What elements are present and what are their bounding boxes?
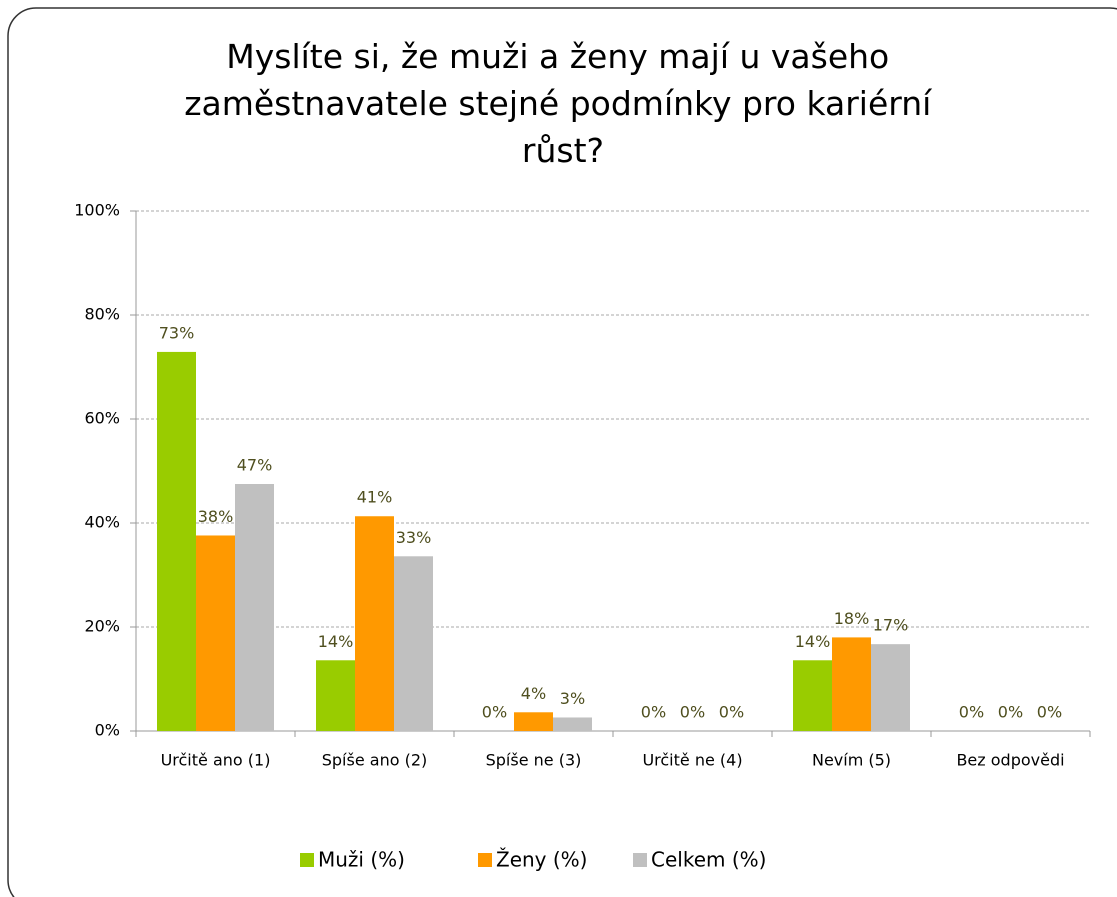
- bar: [196, 535, 235, 731]
- value-label: 0%: [1037, 703, 1062, 722]
- bar: [871, 644, 910, 731]
- value-label: 0%: [641, 703, 666, 722]
- bar: [514, 712, 553, 731]
- y-tick-label: 20%: [84, 617, 120, 636]
- chart-title: Myslíte si, že muži a ženy mají u vašeho…: [184, 37, 942, 170]
- value-label: 4%: [521, 684, 546, 703]
- legend-label: Muži (%): [318, 848, 405, 872]
- title-line: Myslíte si, že muži a ženy mají u vašeho: [226, 37, 889, 76]
- title-line: růst?: [522, 131, 604, 170]
- value-label: 33%: [396, 528, 432, 547]
- value-label: 0%: [719, 703, 744, 722]
- value-label: 38%: [198, 507, 234, 526]
- bar: [355, 516, 394, 731]
- value-label: 0%: [482, 703, 507, 722]
- bar: [394, 556, 433, 731]
- y-tick-label: 80%: [84, 305, 120, 324]
- y-tick-label: 60%: [84, 409, 120, 428]
- value-label: 14%: [318, 632, 354, 651]
- legend-swatch: [478, 853, 492, 867]
- value-label: 18%: [834, 609, 870, 628]
- x-tick-label: Nevím (5): [812, 751, 891, 770]
- bar: [832, 637, 871, 731]
- value-label: 0%: [680, 703, 705, 722]
- value-label: 14%: [795, 632, 831, 651]
- y-tick-label: 40%: [84, 513, 120, 532]
- value-label: 73%: [159, 323, 195, 342]
- x-tick-label: Spíše ano (2): [322, 751, 428, 770]
- x-tick-label: Určitě ne (4): [642, 751, 742, 770]
- legend-label: Celkem (%): [651, 848, 766, 872]
- x-tick-label: Bez odpovědi: [956, 751, 1064, 770]
- legend-swatch: [300, 853, 314, 867]
- x-tick-label: Určitě ano (1): [161, 751, 271, 770]
- legend-swatch: [633, 853, 647, 867]
- bar: [157, 351, 196, 731]
- y-tick-label: 0%: [95, 721, 120, 740]
- value-label: 3%: [560, 689, 585, 708]
- value-label: 41%: [357, 488, 393, 507]
- title-line: zaměstnavatele stejné podmínky pro karié…: [184, 84, 933, 123]
- bar: [316, 660, 355, 731]
- value-label: 0%: [998, 703, 1023, 722]
- bar: [793, 660, 832, 731]
- value-label: 0%: [959, 703, 984, 722]
- x-tick-label: Spíše ne (3): [486, 751, 582, 770]
- y-tick-label: 100%: [74, 201, 120, 220]
- value-label: 17%: [873, 616, 909, 635]
- bar: [553, 717, 592, 731]
- legend-label: Ženy (%): [496, 848, 587, 872]
- bar: [235, 484, 274, 731]
- value-label: 47%: [237, 456, 273, 475]
